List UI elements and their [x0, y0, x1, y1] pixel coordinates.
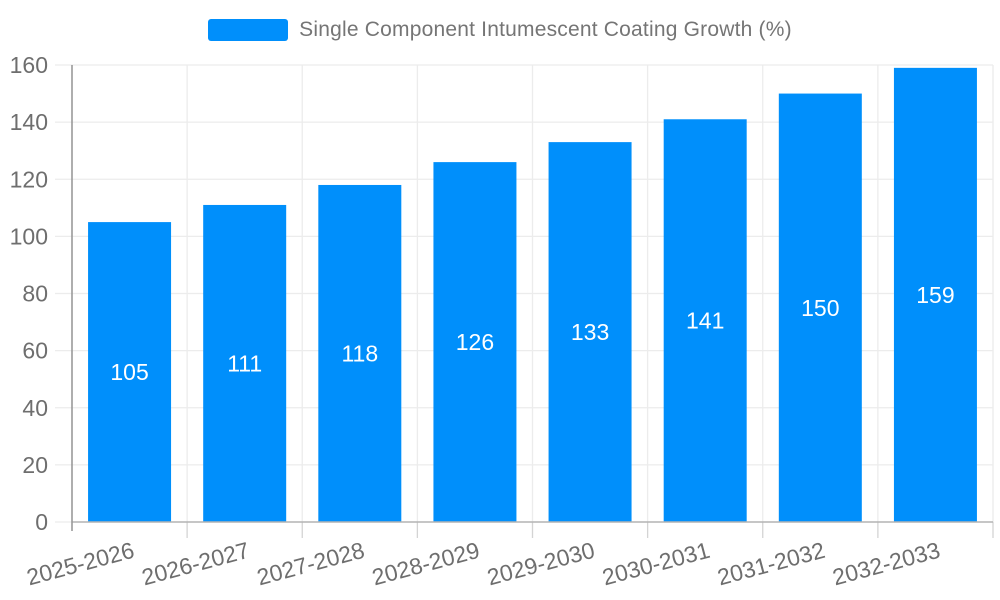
y-axis-tick-label: 140: [10, 109, 48, 135]
bar-value-label: 118: [341, 340, 378, 366]
y-axis-tick-label: 60: [22, 338, 48, 364]
bar[interactable]: [203, 204, 287, 523]
bar[interactable]: [893, 67, 977, 522]
y-axis-tick-label: 120: [10, 166, 48, 192]
y-axis-tick-label: 0: [35, 509, 48, 535]
bar-value-label: 159: [916, 282, 954, 308]
y-axis-tick-label: 80: [22, 281, 48, 307]
x-axis-tick-label: 2028-2029: [369, 537, 482, 591]
y-axis-tick-label: 40: [22, 395, 48, 421]
x-axis-tick-label: 2032-2033: [830, 537, 943, 591]
x-axis-tick-label: 2027-2028: [254, 537, 367, 591]
x-axis-tick-label: 2031-2032: [715, 537, 828, 591]
bar-value-label: 141: [686, 308, 724, 334]
y-axis-tick-label: 100: [10, 223, 48, 249]
bar-value-label: 133: [571, 319, 609, 345]
bar[interactable]: [88, 222, 172, 522]
bar[interactable]: [318, 184, 402, 522]
bar[interactable]: [433, 162, 517, 523]
bar[interactable]: [663, 119, 747, 523]
bar-value-label: 126: [456, 329, 494, 355]
y-axis-tick-label: 20: [22, 452, 48, 478]
x-axis-tick-label: 2029-2030: [484, 537, 597, 591]
legend-item[interactable]: Single Component Intumescent Coating Gro…: [0, 18, 1000, 42]
bar[interactable]: [778, 93, 862, 522]
y-axis-tick-label: 160: [10, 52, 48, 78]
legend-swatch: [208, 19, 289, 41]
bar-value-label: 111: [227, 350, 262, 376]
x-axis-tick-label: 2025-2026: [24, 537, 137, 591]
bar[interactable]: [548, 142, 632, 522]
bar-value-label: 105: [110, 359, 148, 385]
x-axis-tick-label: 2030-2031: [600, 537, 713, 591]
x-axis-tick-label: 2026-2027: [139, 537, 252, 591]
legend-label: Single Component Intumescent Coating Gro…: [299, 18, 792, 41]
bar-value-label: 150: [801, 295, 839, 321]
